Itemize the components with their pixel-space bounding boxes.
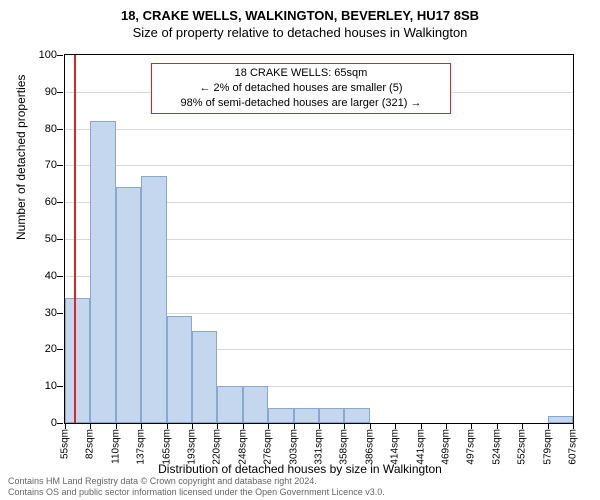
y-tick bbox=[57, 202, 63, 203]
attribution-line-2: Contains OS and public sector informatio… bbox=[8, 487, 385, 498]
y-tick bbox=[57, 55, 63, 56]
gridline bbox=[65, 165, 573, 166]
plot-area: 010203040506070809010055sqm82sqm110sqm13… bbox=[64, 54, 574, 424]
y-tick-label: 40 bbox=[45, 270, 57, 282]
chart-subtitle: Size of property relative to detached ho… bbox=[0, 25, 600, 40]
y-tick bbox=[57, 165, 63, 166]
x-tick-label: 497sqm bbox=[466, 429, 477, 465]
x-tick-label: 248sqm bbox=[237, 429, 248, 465]
histogram-bar bbox=[548, 416, 573, 423]
y-tick-label: 70 bbox=[45, 159, 57, 171]
x-tick-label: 55sqm bbox=[60, 429, 71, 459]
histogram-bar bbox=[344, 408, 369, 423]
x-tick-label: 441sqm bbox=[415, 429, 426, 465]
y-axis-label: Number of detached properties bbox=[14, 75, 28, 240]
x-tick-label: 524sqm bbox=[491, 429, 502, 465]
property-marker-line bbox=[74, 55, 76, 423]
x-tick-label: 414sqm bbox=[390, 429, 401, 465]
x-tick-label: 82sqm bbox=[85, 429, 96, 459]
x-tick-label: 331sqm bbox=[314, 429, 325, 465]
y-tick bbox=[57, 92, 63, 93]
histogram-bar bbox=[167, 316, 192, 423]
y-tick-label: 30 bbox=[45, 307, 57, 319]
histogram-bar bbox=[243, 386, 268, 423]
y-tick bbox=[57, 276, 63, 277]
y-tick bbox=[57, 239, 63, 240]
y-tick bbox=[57, 313, 63, 314]
y-tick bbox=[57, 129, 63, 130]
y-tick-label: 20 bbox=[45, 343, 57, 355]
x-tick-label: 552sqm bbox=[517, 429, 528, 465]
chart-container: 18, CRAKE WELLS, WALKINGTON, BEVERLEY, H… bbox=[0, 0, 600, 500]
attribution-line-1: Contains HM Land Registry data © Crown c… bbox=[8, 476, 385, 487]
x-axis-label: Distribution of detached houses by size … bbox=[0, 462, 600, 476]
x-tick-label: 579sqm bbox=[542, 429, 553, 465]
annotation-line-1: 18 CRAKE WELLS: 65sqm bbox=[158, 66, 444, 81]
annotation-line-3: 98% of semi-detached houses are larger (… bbox=[158, 96, 444, 111]
histogram-bar bbox=[217, 386, 242, 423]
histogram-bar bbox=[268, 408, 293, 423]
histogram-bar bbox=[192, 331, 217, 423]
x-tick-label: 276sqm bbox=[263, 429, 274, 465]
y-tick bbox=[57, 349, 63, 350]
histogram-bar bbox=[65, 298, 90, 423]
chart-title-address: 18, CRAKE WELLS, WALKINGTON, BEVERLEY, H… bbox=[0, 8, 600, 23]
x-tick-label: 469sqm bbox=[441, 429, 452, 465]
x-tick-label: 165sqm bbox=[161, 429, 172, 465]
histogram-bar bbox=[90, 121, 115, 423]
histogram-bar bbox=[294, 408, 319, 423]
y-tick bbox=[57, 423, 63, 424]
annotation-line-2: ← 2% of detached houses are smaller (5) bbox=[158, 81, 444, 96]
y-tick-label: 0 bbox=[51, 417, 57, 429]
x-tick-label: 303sqm bbox=[288, 429, 299, 465]
x-tick-label: 358sqm bbox=[339, 429, 350, 465]
chart-title-block: 18, CRAKE WELLS, WALKINGTON, BEVERLEY, H… bbox=[0, 0, 600, 40]
y-tick-label: 100 bbox=[39, 49, 57, 61]
y-tick-label: 60 bbox=[45, 196, 57, 208]
x-tick-label: 386sqm bbox=[364, 429, 375, 465]
histogram-bar bbox=[319, 408, 344, 423]
x-tick-label: 607sqm bbox=[568, 429, 579, 465]
x-tick-label: 110sqm bbox=[110, 429, 121, 464]
histogram-bar bbox=[116, 187, 141, 423]
x-tick-label: 137sqm bbox=[136, 429, 147, 465]
y-tick bbox=[57, 386, 63, 387]
gridline bbox=[65, 129, 573, 130]
x-tick-label: 193sqm bbox=[187, 429, 198, 465]
annotation-box: 18 CRAKE WELLS: 65sqm ← 2% of detached h… bbox=[151, 63, 451, 114]
y-tick-label: 10 bbox=[45, 380, 57, 392]
y-tick-label: 80 bbox=[45, 123, 57, 135]
y-tick-label: 90 bbox=[45, 86, 57, 98]
x-tick-label: 220sqm bbox=[212, 429, 223, 465]
attribution-text: Contains HM Land Registry data © Crown c… bbox=[8, 476, 385, 498]
histogram-bar bbox=[141, 176, 166, 423]
y-tick-label: 50 bbox=[45, 233, 57, 245]
